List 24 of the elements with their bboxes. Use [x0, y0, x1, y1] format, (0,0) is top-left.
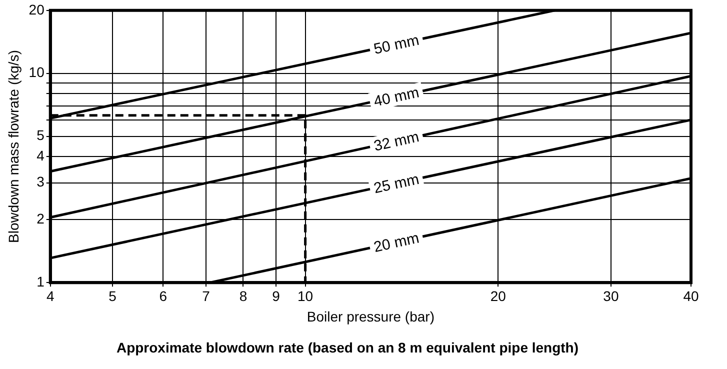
text: 40 mm: [372, 84, 421, 110]
text: 50 mm: [372, 32, 421, 58]
x-tick-label: 6: [159, 288, 168, 304]
text: 20 mm: [372, 230, 421, 256]
x-tick-label: 20: [490, 288, 506, 304]
y-axis-title: Blowdown mass flowrate (kg/s): [5, 50, 22, 243]
y-tick-label: 10: [28, 64, 45, 80]
text: 32 mm: [372, 128, 421, 155]
x-tick-label: 5: [108, 288, 117, 304]
y-tick-label: 20: [28, 1, 45, 18]
y-tick-label: 1: [36, 273, 45, 290]
y-tick-label: 5: [36, 127, 45, 144]
x-tick-label: 9: [272, 288, 280, 304]
y-tick-label: 3: [36, 174, 45, 190]
y-tick-label: 2: [36, 210, 45, 226]
x-tick-label: 7: [202, 288, 210, 304]
text: 25 mm: [372, 170, 421, 198]
x-tick-label: 10: [298, 288, 314, 304]
y-tick-label: 4: [36, 147, 45, 164]
x-tick-label: 40: [683, 288, 699, 304]
x-tick-label: 8: [239, 288, 248, 304]
x-tick-label: 30: [603, 288, 619, 304]
text: Approximate blowdown rate (based on an 8 m equivalent pipe length): [116, 339, 579, 356]
x-axis-title: Boiler pressure (bar): [306, 308, 434, 325]
